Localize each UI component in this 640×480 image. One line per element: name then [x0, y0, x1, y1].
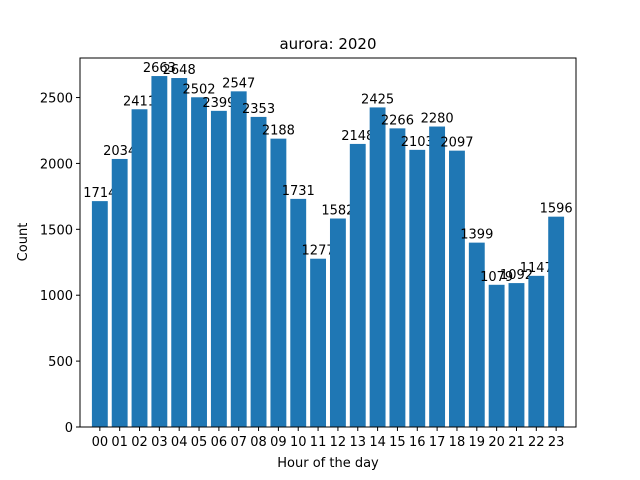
bar-value-label: 2648: [163, 63, 196, 78]
x-tick-label: 14: [369, 435, 386, 450]
bar-16: [409, 149, 426, 427]
bar-value-label: 2399: [202, 96, 235, 111]
x-tick-label: 15: [389, 435, 406, 450]
bar-value-label: 2148: [341, 129, 374, 144]
x-tick-label: 03: [151, 435, 168, 450]
bar-value-label: 1596: [540, 202, 573, 217]
bar-value-label: 2188: [262, 124, 295, 139]
bar-11: [310, 258, 327, 427]
bar-value-label: 2353: [242, 102, 275, 117]
y-axis-title: Count: [16, 223, 31, 262]
bar-value-label: 1731: [282, 184, 315, 199]
bar-08: [250, 116, 267, 427]
x-axis-title: Hour of the day: [277, 456, 379, 471]
bar-23: [548, 216, 565, 427]
x-tick-label: 21: [508, 435, 525, 450]
bar-value-label: 2266: [381, 113, 414, 128]
bar-value-label: 1147: [520, 261, 553, 276]
x-tick-label: 02: [131, 435, 148, 450]
x-tick-label: 16: [409, 435, 426, 450]
y-tick-label: 500: [48, 355, 73, 370]
bar-00: [91, 201, 108, 427]
chart-title: aurora: 2020: [279, 35, 376, 53]
x-tick-label: 17: [429, 435, 446, 450]
bar-01: [111, 158, 128, 427]
bar-15: [389, 128, 406, 427]
x-tick-label: 12: [330, 435, 347, 450]
bar-value-label: 1092: [500, 268, 533, 283]
bar-04: [171, 78, 188, 427]
bar-17: [429, 126, 446, 427]
bar-19: [468, 242, 485, 427]
bar-13: [349, 143, 366, 428]
x-tick-label: 06: [211, 435, 228, 450]
bar-20: [488, 284, 505, 427]
bar-value-label: 2411: [123, 94, 156, 109]
x-tick-label: 00: [92, 435, 109, 450]
x-tick-label: 01: [111, 435, 128, 450]
bar-value-label: 1079: [480, 270, 513, 285]
x-tick-label: 08: [250, 435, 267, 450]
bar-02: [131, 109, 148, 427]
bar-09: [270, 138, 287, 427]
y-tick-label: 2000: [40, 157, 73, 172]
bar-value-label: 2097: [440, 136, 473, 151]
bar-07: [230, 91, 247, 427]
x-tick-label: 11: [310, 435, 327, 450]
bar-03: [151, 76, 168, 428]
x-tick-label: 20: [488, 435, 505, 450]
x-tick-label: 23: [548, 435, 565, 450]
bar-value-label: 1582: [321, 204, 354, 219]
bar-06: [210, 110, 227, 427]
x-tick-label: 04: [171, 435, 188, 450]
bar-12: [329, 218, 346, 427]
bar-value-label: 2502: [182, 82, 215, 97]
bar-value-label: 1714: [83, 186, 116, 201]
bar-value-label: 1399: [460, 228, 493, 243]
y-tick-label: 1500: [40, 223, 73, 238]
bar-value-label: 2034: [103, 144, 136, 159]
y-tick-label: 0: [65, 421, 73, 436]
x-tick-label: 13: [349, 435, 366, 450]
y-tick-label: 2500: [40, 92, 73, 107]
plot-frame: [79, 57, 577, 428]
bar-value-label: 2280: [421, 112, 454, 127]
bar-value-label: 2547: [222, 76, 255, 91]
bar-21: [508, 283, 525, 427]
bar-14: [369, 107, 386, 428]
bar-value-label: 1277: [302, 244, 335, 259]
x-tick-label: 05: [191, 435, 208, 450]
bar-value-label: 2103: [401, 135, 434, 150]
bar-value-label: 2425: [361, 92, 394, 107]
x-tick-label: 18: [449, 435, 466, 450]
bar-05: [191, 97, 207, 428]
y-tick-label: 1000: [40, 289, 73, 304]
x-tick-label: 19: [469, 435, 486, 450]
x-tick-label: 07: [230, 435, 247, 450]
bar-18: [449, 150, 465, 427]
x-tick-label: 09: [270, 435, 287, 450]
x-tick-label: 22: [528, 435, 545, 450]
x-tick-label: 10: [290, 435, 307, 450]
bar-10: [290, 198, 307, 427]
bar-value-label: 2663: [143, 61, 176, 76]
ticks-layer: 00 01 02 03 04 05 06 07 08 09 10 11 12 13 14 15 16 17 18 19…: [40, 92, 565, 450]
bar-22: [528, 275, 545, 427]
